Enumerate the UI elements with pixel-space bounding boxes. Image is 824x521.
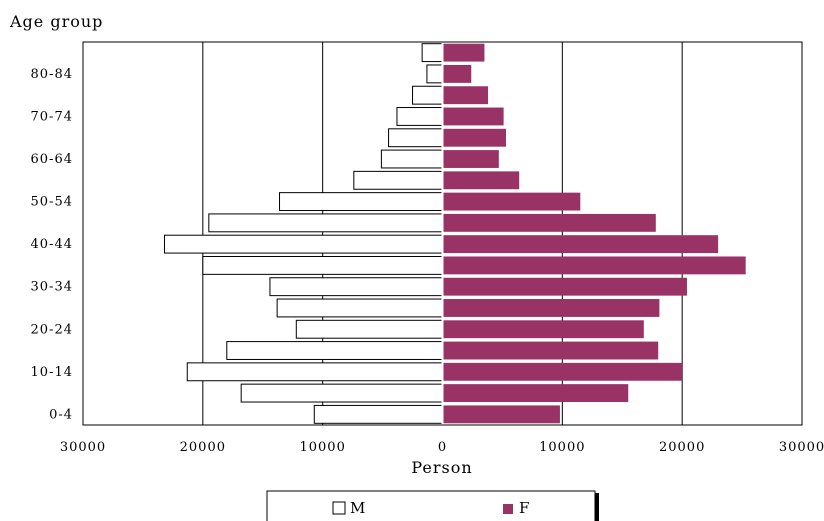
bar-f-5-9 <box>443 384 629 403</box>
legend-label-f: F <box>519 499 529 517</box>
bar-m-0-4 <box>313 404 443 424</box>
bar-f-10-14 <box>443 362 683 381</box>
y-tick-label-80-84: 80-84 <box>31 67 73 82</box>
x-tick-label-6: 30000 <box>779 440 824 455</box>
x-tick-label-0: 30000 <box>60 440 106 455</box>
bar-m-75-79 <box>412 85 443 105</box>
legend-box <box>266 490 596 521</box>
x-tick-labels: 30000 20000 10000 0 10000 20000 30000 <box>60 440 824 455</box>
y-tick-label-50-54: 50-54 <box>31 195 73 210</box>
x-tick-label-5: 20000 <box>659 440 705 455</box>
bar-f-70-74 <box>443 107 504 126</box>
bar-m-55-59 <box>353 170 443 190</box>
bar-f-35-39 <box>443 256 746 275</box>
bar-f-55-59 <box>443 171 520 190</box>
bar-f-85+ <box>443 43 485 62</box>
x-tick-label-3: 0 <box>438 440 447 455</box>
bar-f-15-19 <box>443 341 659 360</box>
y-tick-label-70-74: 70-74 <box>31 109 73 124</box>
bar-f-75-79 <box>443 86 489 105</box>
bar-m-40-44 <box>163 234 443 254</box>
bar-f-25-29 <box>443 299 660 317</box>
bar-m-85+ <box>421 43 443 63</box>
y-tick-label-20-24: 20-24 <box>31 322 73 337</box>
y-tick-label-40-44: 40-44 <box>31 237 73 252</box>
bar-f-30-34 <box>443 277 687 296</box>
y-axis-title: Age group <box>9 12 103 31</box>
bar-m-70-74 <box>396 107 444 126</box>
bar-f-45-49 <box>443 213 656 232</box>
bar-f-20-24 <box>443 320 644 339</box>
bar-m-10-14 <box>186 362 443 382</box>
bars <box>163 42 746 425</box>
plot-area-frame <box>82 41 803 426</box>
legend-box-shadow <box>595 493 599 521</box>
bar-f-50-54 <box>443 192 581 211</box>
x-axis-title: Person <box>411 458 472 477</box>
bar-m-35-39 <box>202 255 443 275</box>
y-tick-label-30-34: 30-34 <box>31 280 73 295</box>
y-tick-labels: 0-4 10-14 20-24 30-34 40-44 50-54 60-64 70-74 80… <box>31 67 73 422</box>
legend-swatch-m <box>332 501 346 515</box>
bar-m-45-49 <box>208 213 443 233</box>
bar-m-50-54 <box>279 192 443 212</box>
bar-m-20-24 <box>295 319 444 339</box>
legend: M F <box>266 490 599 521</box>
x-tick-label-4: 10000 <box>539 440 585 455</box>
bar-m-65-69 <box>388 128 444 148</box>
y-tick-label-60-64: 60-64 <box>31 152 73 167</box>
bar-f-0-4 <box>443 405 560 424</box>
bar-m-5-9 <box>240 383 443 403</box>
bar-f-65-69 <box>443 128 507 147</box>
legend-swatch-f <box>503 504 513 514</box>
bar-m-60-64 <box>380 149 444 169</box>
bar-m-15-19 <box>226 341 443 360</box>
bar-f-40-44 <box>443 235 719 254</box>
x-tick-label-2: 10000 <box>299 440 345 455</box>
bar-m-80-84 <box>426 64 443 84</box>
y-tick-label-10-14: 10-14 <box>31 365 73 380</box>
bar-m-25-29 <box>276 298 443 318</box>
legend-label-m: M <box>350 499 365 517</box>
bar-f-60-64 <box>443 150 499 168</box>
x-tick-label-1: 20000 <box>180 440 226 455</box>
bar-m-30-34 <box>269 277 443 297</box>
bar-f-80-84 <box>443 64 472 83</box>
y-tick-label-0-4: 0-4 <box>49 407 73 422</box>
